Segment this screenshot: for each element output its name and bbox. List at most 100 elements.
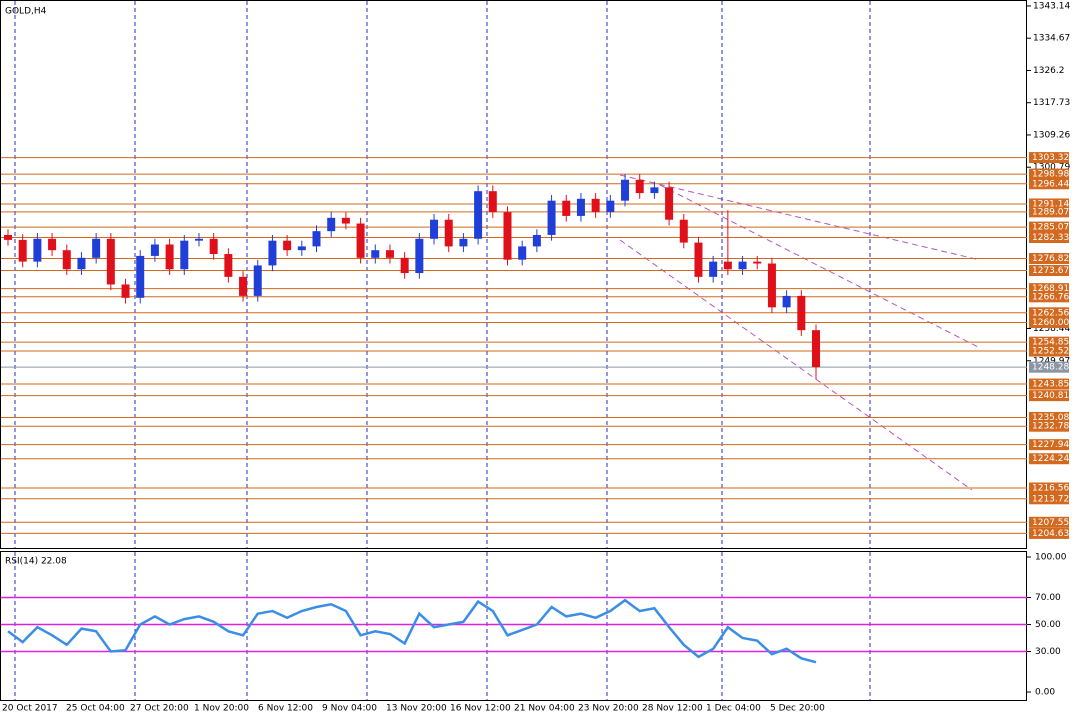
level-label: 1216.56 <box>1032 483 1069 493</box>
x-tick-label: 6 Nov 12:00 <box>258 704 313 714</box>
candle-body <box>709 261 718 277</box>
candle-body <box>194 238 203 241</box>
candle-body <box>562 200 571 216</box>
y-tick-label: 1249.97 <box>1033 356 1070 366</box>
level-label: 1289.07 <box>1032 207 1069 217</box>
candle-body <box>635 179 644 194</box>
y-tick-label: 1343.14 <box>1033 1 1070 11</box>
candle-body <box>812 330 820 368</box>
candle-body <box>679 219 688 243</box>
candle-body <box>341 217 350 224</box>
level-label: 1282.33 <box>1032 233 1069 243</box>
candle-body <box>253 265 262 296</box>
y-tick-label: 50.00 <box>1035 620 1061 630</box>
candle-body <box>459 238 468 247</box>
y-tick-label: 1258.44 <box>1033 324 1070 334</box>
candle-body <box>694 242 703 277</box>
level-box <box>1029 232 1069 244</box>
candle-body <box>797 295 806 331</box>
candle-body <box>503 212 512 260</box>
level-label: 1296.44 <box>1032 179 1069 189</box>
candle-body <box>18 239 27 262</box>
level-box <box>1029 411 1069 423</box>
level-label: 1204.63 <box>1032 529 1069 539</box>
level-box <box>1029 168 1069 180</box>
level-label: 1260.00 <box>1032 318 1069 328</box>
y-tick-label: 100.00 <box>1035 552 1067 562</box>
rsi-line <box>7 598 817 664</box>
level-label: 1235.08 <box>1032 413 1069 423</box>
level-label: 1285.07 <box>1032 223 1069 233</box>
candle-body <box>121 284 130 298</box>
y-tick-label: 1317.73 <box>1033 98 1070 108</box>
candle-body <box>474 191 483 239</box>
level-box <box>1029 439 1069 451</box>
level-box <box>1029 378 1069 390</box>
level-box <box>1029 221 1069 233</box>
level-box <box>1029 206 1069 218</box>
candle-body <box>723 261 732 270</box>
candle-body <box>753 261 762 264</box>
chart-title: GOLD,H4 <box>5 7 47 17</box>
level-label: 1298.98 <box>1032 170 1069 180</box>
y-tick-label: 0.00 <box>1035 688 1055 698</box>
x-tick-label: 25 Oct 04:00 <box>66 704 125 714</box>
candle-body <box>385 250 394 258</box>
candle-body <box>224 254 233 277</box>
trend-line <box>619 174 981 261</box>
candle-body <box>591 198 600 213</box>
candle-body <box>782 295 791 308</box>
candle-body <box>268 240 277 266</box>
level-label: 1262.56 <box>1032 308 1069 318</box>
level-label: 1276.82 <box>1032 254 1069 264</box>
candle-body <box>106 238 115 285</box>
level-box <box>1029 527 1069 539</box>
x-tick-label: 28 Nov 12:00 <box>642 704 703 714</box>
candle-body <box>547 200 556 235</box>
x-tick-label: 23 Nov 20:00 <box>578 704 639 714</box>
candle-body <box>444 219 453 247</box>
level-box <box>1029 253 1069 265</box>
candle-body <box>518 246 527 260</box>
y-tick-label: 1309.26 <box>1033 130 1070 140</box>
candle-body <box>165 244 174 270</box>
candle-body <box>738 261 747 270</box>
level-label: 1232.78 <box>1032 422 1069 432</box>
level-label: 1224.24 <box>1032 454 1069 464</box>
level-box <box>1029 390 1069 402</box>
x-tick-label: 20 Oct 2017 <box>2 704 58 714</box>
trend-line <box>659 184 981 349</box>
level-box <box>1029 283 1069 295</box>
candle-body <box>77 257 86 270</box>
level-box <box>1029 307 1069 319</box>
candle-body <box>62 250 71 270</box>
y-tick-label: 1334.67 <box>1033 34 1070 44</box>
level-label: 1268.91 <box>1032 284 1069 294</box>
candle-body <box>297 246 306 251</box>
rsi-title: RSI(14) 22.08 <box>5 557 67 567</box>
x-tick-label: 16 Nov 12:00 <box>450 704 511 714</box>
x-tick-label: 5 Dec 20:00 <box>770 704 825 714</box>
level-box <box>1029 493 1069 505</box>
candle-body <box>48 238 57 251</box>
candle-body <box>488 191 497 213</box>
x-tick-label: 21 Nov 04:00 <box>514 704 575 714</box>
level-label: 1227.94 <box>1032 440 1069 450</box>
level-label: 1291.14 <box>1032 199 1069 209</box>
level-box <box>1029 516 1069 528</box>
candle-body <box>136 255 145 298</box>
level-label: 1207.55 <box>1032 518 1069 528</box>
level-label: 1252.52 <box>1032 347 1069 357</box>
x-tick-label: 27 Oct 20:00 <box>130 704 189 714</box>
candle-body <box>430 219 439 239</box>
candle-body <box>576 198 585 216</box>
x-tick-label: 1 Nov 20:00 <box>194 704 249 714</box>
candle-body <box>415 238 424 274</box>
candle-body <box>283 240 292 251</box>
current-price-label: 1248.28 <box>1032 363 1069 373</box>
level-label: 1303.32 <box>1032 153 1069 163</box>
candle-body <box>327 217 336 232</box>
level-box <box>1029 317 1069 329</box>
level-box <box>1029 291 1069 303</box>
x-tick-label: 13 Nov 20:00 <box>386 704 447 714</box>
